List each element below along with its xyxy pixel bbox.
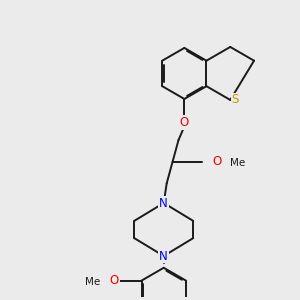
Text: N: N [159,250,168,262]
Text: O: O [180,116,189,129]
Text: Me: Me [85,277,100,286]
Text: N: N [159,196,168,209]
Text: O: O [110,274,119,287]
Text: O: O [212,155,221,168]
Text: Me: Me [230,158,245,168]
Text: S: S [232,93,239,106]
Text: N: N [159,196,168,209]
